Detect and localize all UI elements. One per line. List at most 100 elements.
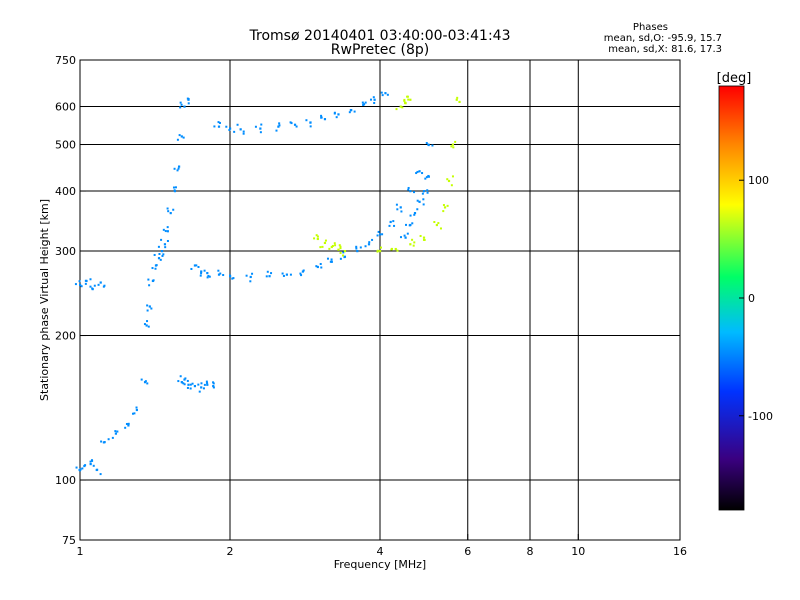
- o-mode-point: [339, 257, 342, 260]
- o-mode-point: [176, 138, 179, 141]
- stats-line-o: mean, sd,O: -95.9, 15.7: [604, 33, 722, 44]
- x-mode-point: [411, 238, 414, 241]
- x-mode-point: [339, 245, 342, 248]
- o-mode-point: [148, 305, 151, 308]
- x-mode-point: [331, 244, 334, 247]
- o-mode-point: [372, 96, 375, 99]
- o-mode-point: [329, 260, 332, 263]
- o-mode-point: [305, 119, 308, 122]
- o-mode-point: [213, 125, 216, 128]
- o-mode-point: [392, 220, 395, 223]
- o-mode-point: [249, 275, 252, 279]
- o-mode-point: [403, 234, 406, 237]
- o-mode-point: [260, 123, 263, 126]
- x-mode-point: [419, 234, 422, 237]
- o-mode-point: [153, 253, 156, 256]
- o-mode-point: [316, 265, 319, 269]
- o-mode-point: [299, 272, 302, 275]
- o-mode-point: [289, 273, 292, 276]
- o-mode-point: [335, 116, 338, 119]
- x-mode-point: [404, 101, 407, 104]
- o-mode-point: [395, 203, 398, 206]
- o-mode-point: [413, 213, 416, 216]
- x-mode-point: [321, 245, 324, 248]
- x-mode-point: [446, 178, 449, 181]
- o-mode-point: [431, 144, 434, 147]
- o-mode-point: [178, 134, 181, 137]
- o-mode-point: [228, 129, 231, 132]
- x-mode-point: [435, 223, 438, 227]
- o-mode-point: [206, 383, 209, 386]
- o-mode-point: [379, 233, 382, 236]
- o-mode-point: [158, 252, 161, 255]
- stats-header: Phases: [633, 22, 668, 33]
- o-mode-point: [80, 285, 83, 288]
- o-mode-point: [393, 224, 396, 227]
- x-mode-point: [339, 247, 342, 250]
- o-mode-point: [166, 239, 169, 242]
- x-mode-point: [442, 210, 445, 213]
- o-mode-point: [343, 256, 346, 259]
- o-mode-point: [282, 274, 285, 277]
- o-mode-point: [377, 230, 380, 233]
- o-mode-point: [187, 102, 190, 105]
- o-mode-point: [406, 232, 409, 235]
- o-mode-point: [155, 264, 158, 267]
- o-mode-point: [212, 386, 215, 389]
- o-mode-point: [320, 266, 323, 269]
- o-mode-point: [418, 200, 421, 203]
- o-mode-point: [200, 382, 203, 385]
- y-tick-label: 300: [55, 245, 76, 258]
- x-axis-label: Frequency [MHz]: [334, 558, 426, 571]
- o-mode-point: [176, 169, 179, 172]
- o-mode-point: [203, 269, 206, 272]
- o-mode-point: [356, 250, 359, 253]
- o-mode-point: [425, 142, 428, 145]
- x-mode-point: [446, 204, 449, 207]
- o-mode-point: [160, 238, 163, 241]
- colorbar-tick-label: 0: [748, 292, 755, 305]
- o-mode-point: [135, 406, 138, 409]
- o-mode-point: [162, 228, 165, 231]
- o-mode-point: [180, 381, 183, 384]
- x-mode-point: [313, 237, 316, 240]
- o-mode-point: [232, 277, 235, 280]
- o-mode-point: [172, 186, 175, 189]
- o-mode-point: [413, 191, 416, 194]
- x-mode-point: [394, 247, 397, 251]
- plot-area: 1 2 4 6 8 10 16 75 100 200 300 400 500 600 750: [55, 54, 687, 558]
- o-mode-point: [249, 280, 252, 283]
- x-tick-label: 6: [464, 545, 471, 558]
- x-mode-point: [399, 105, 402, 108]
- y-axis-label: Stationary phase Virtual Height [km]: [38, 199, 51, 401]
- o-mode-point: [416, 208, 419, 211]
- x-mode-point: [323, 241, 327, 245]
- o-mode-point: [293, 123, 297, 126]
- x-tick-label: 1: [77, 545, 84, 558]
- o-mode-point: [424, 177, 427, 180]
- o-mode-point: [407, 186, 410, 189]
- o-mode-point: [207, 274, 210, 277]
- o-mode-point: [353, 110, 356, 113]
- o-mode-point: [78, 468, 81, 471]
- o-mode-point: [114, 432, 118, 435]
- o-mode-point: [217, 125, 221, 128]
- o-mode-point: [152, 279, 155, 282]
- o-mode-point: [421, 172, 424, 175]
- y-tick-label: 75: [62, 534, 76, 547]
- o-mode-point: [144, 380, 147, 383]
- o-mode-point: [268, 275, 271, 278]
- x-mode-point: [456, 96, 459, 99]
- o-mode-point: [219, 272, 222, 275]
- o-mode-point: [203, 383, 206, 386]
- o-mode-point: [111, 436, 114, 439]
- o-mode-point: [266, 270, 269, 273]
- o-mode-point: [183, 105, 186, 108]
- o-mode-point: [186, 379, 189, 382]
- x-mode-point: [379, 250, 382, 253]
- o-mode-point: [157, 257, 161, 260]
- x-mode-point: [343, 250, 347, 253]
- o-mode-point: [177, 165, 181, 168]
- o-mode-point: [180, 135, 183, 138]
- o-mode-point: [79, 468, 82, 471]
